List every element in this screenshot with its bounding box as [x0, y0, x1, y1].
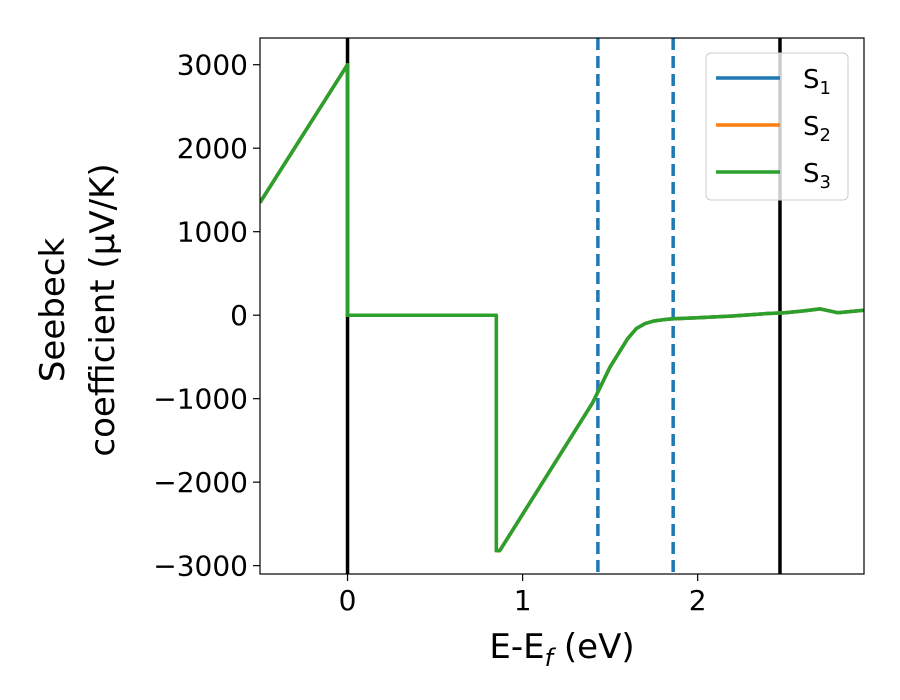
legend-label-S2: S2 [803, 112, 831, 146]
legend: S1 S2 S3 [705, 52, 849, 201]
y-axis-ticks: −3000 −2000 −1000 0 1000 2000 3000 [153, 49, 260, 583]
y-axis-label-line1: Seebeck [33, 238, 73, 383]
y-axis-label-line2: coefficient (μV/K) [83, 163, 123, 456]
legend-label-S1: S1 [803, 65, 831, 99]
x-tick-label: 0 [339, 584, 357, 617]
y-tick-label: 3000 [177, 49, 248, 82]
x-tick-label: 1 [514, 584, 532, 617]
series-lines [260, 62, 864, 553]
y-tick-label: −2000 [153, 466, 248, 499]
y-tick-label: 1000 [177, 216, 248, 249]
x-axis-label: E-Ef (eV) [489, 627, 634, 672]
y-tick-label: 0 [230, 299, 248, 332]
plot-frame [259, 37, 865, 575]
x-tick-label: 2 [689, 584, 707, 617]
y-tick-label: −1000 [153, 383, 248, 416]
y-tick-label: −3000 [153, 550, 248, 583]
y-tick-label: 2000 [177, 132, 248, 165]
x-axis-ticks: 0 1 2 [339, 574, 707, 617]
series-line-S3 [260, 62, 864, 553]
legend-label-S3: S3 [803, 159, 831, 193]
